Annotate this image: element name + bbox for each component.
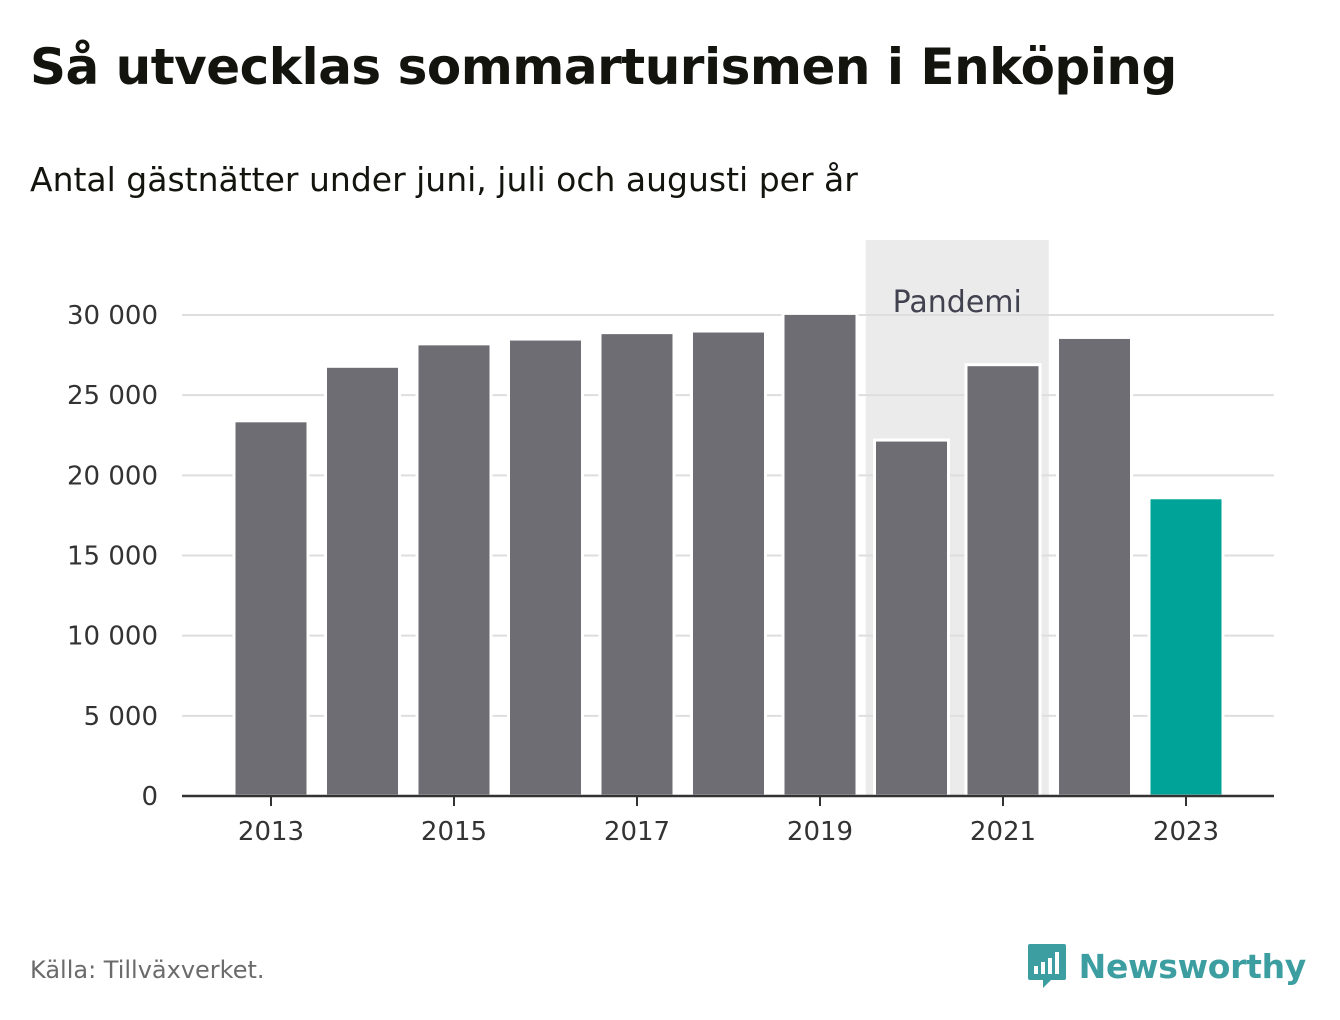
y-tick-label: 10 000 — [67, 622, 158, 652]
bar-2014 — [324, 364, 401, 798]
x-tick-label: 2021 — [970, 817, 1036, 847]
y-tick-label: 30 000 — [67, 301, 158, 331]
bar-2018 — [690, 329, 767, 798]
chart-subtitle: Antal gästnätter under juni, juli och au… — [30, 160, 858, 199]
brand-name: Newsworthy — [1078, 946, 1307, 986]
x-tick-label: 2015 — [421, 817, 487, 847]
y-tick-label: 5 000 — [84, 702, 158, 732]
bar-2017 — [598, 331, 676, 798]
chart-title: Så utvecklas sommarturismen i Enköping — [30, 38, 1177, 96]
bar-2013 — [232, 419, 310, 798]
source-note: Källa: Tillväxverket. — [30, 956, 265, 984]
bar-chart-speech-bubble-icon — [1027, 944, 1066, 988]
x-tick-label: 2017 — [604, 817, 670, 847]
x-tick-label: 2023 — [1153, 817, 1219, 847]
y-tick-label: 25 000 — [67, 381, 158, 411]
x-tick-label: 2013 — [238, 817, 304, 847]
bar-2021 — [964, 363, 1042, 798]
bar-2016 — [507, 337, 584, 798]
y-tick-label: 20 000 — [67, 461, 158, 491]
bar-2019 — [781, 311, 859, 798]
x-tick-label: 2019 — [787, 817, 853, 847]
bar-2015 — [415, 342, 493, 798]
bar-2023 — [1147, 496, 1225, 798]
bar-2022 — [1056, 335, 1133, 798]
bar-2020 — [873, 438, 950, 798]
y-tick-label: 0 — [141, 782, 158, 812]
brand-logo: Newsworthy — [1027, 942, 1306, 990]
y-tick-label: 15 000 — [67, 542, 158, 572]
